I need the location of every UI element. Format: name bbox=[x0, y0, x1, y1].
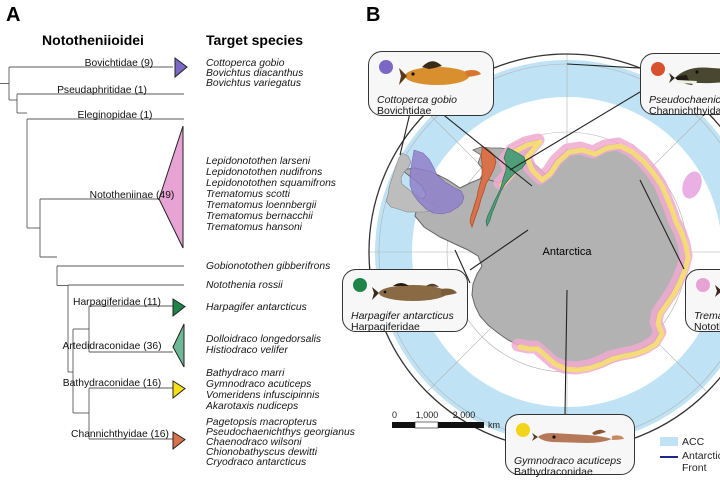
svg-text:km: km bbox=[488, 420, 500, 430]
svg-text:1,000: 1,000 bbox=[416, 410, 439, 420]
svg-text:2,000: 2,000 bbox=[453, 410, 476, 420]
svg-text:0: 0 bbox=[392, 410, 397, 420]
svg-text:Antarctica: Antarctica bbox=[543, 246, 593, 258]
